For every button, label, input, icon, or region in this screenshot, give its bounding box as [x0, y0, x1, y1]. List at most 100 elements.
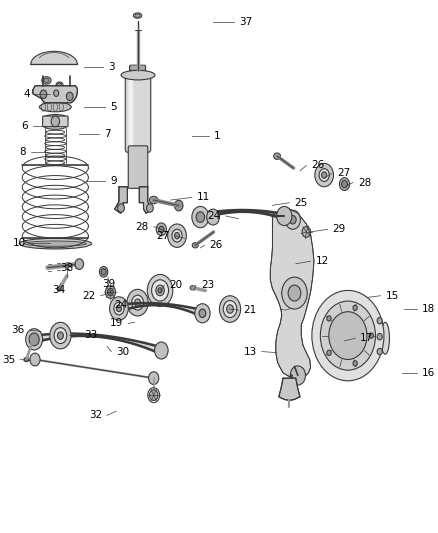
Ellipse shape [284, 388, 295, 398]
Circle shape [195, 304, 210, 323]
Circle shape [353, 361, 357, 366]
Text: 20: 20 [170, 280, 183, 290]
Ellipse shape [381, 322, 389, 354]
Circle shape [327, 350, 331, 356]
Circle shape [312, 290, 384, 381]
Circle shape [172, 229, 182, 242]
Text: 24: 24 [208, 211, 221, 221]
Circle shape [156, 223, 166, 236]
Ellipse shape [58, 83, 61, 86]
Text: 18: 18 [422, 304, 435, 314]
Circle shape [199, 309, 206, 318]
Circle shape [53, 90, 59, 96]
Circle shape [219, 296, 240, 322]
Text: 4: 4 [23, 88, 30, 99]
Ellipse shape [25, 241, 86, 246]
Polygon shape [279, 378, 300, 400]
Circle shape [321, 172, 327, 178]
Text: 27: 27 [156, 231, 170, 241]
Polygon shape [139, 187, 152, 213]
Text: 13: 13 [244, 346, 257, 357]
Circle shape [290, 366, 305, 385]
Ellipse shape [39, 102, 71, 112]
Ellipse shape [330, 320, 345, 352]
FancyBboxPatch shape [130, 65, 145, 70]
Text: 28: 28 [358, 177, 371, 188]
FancyBboxPatch shape [128, 146, 148, 188]
Ellipse shape [190, 286, 195, 290]
Ellipse shape [42, 77, 51, 84]
Circle shape [101, 269, 106, 275]
Text: 38: 38 [60, 263, 74, 272]
Ellipse shape [135, 14, 140, 17]
Circle shape [207, 209, 219, 225]
Text: 32: 32 [89, 410, 102, 421]
Text: 9: 9 [110, 176, 117, 187]
Text: 27: 27 [337, 168, 350, 179]
Polygon shape [33, 86, 78, 103]
Circle shape [223, 301, 237, 318]
Circle shape [285, 210, 300, 229]
Circle shape [155, 342, 168, 359]
Circle shape [66, 92, 73, 101]
Ellipse shape [192, 243, 198, 248]
Circle shape [319, 168, 329, 181]
Circle shape [327, 316, 331, 321]
Polygon shape [270, 209, 314, 379]
Text: 11: 11 [197, 192, 210, 203]
Circle shape [118, 204, 124, 212]
Text: 19: 19 [110, 318, 123, 328]
Circle shape [26, 329, 42, 350]
Circle shape [147, 274, 173, 306]
Ellipse shape [44, 122, 67, 130]
Circle shape [288, 285, 301, 301]
Circle shape [277, 206, 292, 225]
Circle shape [159, 226, 164, 232]
Text: 25: 25 [294, 198, 308, 208]
Text: 6: 6 [21, 120, 28, 131]
Circle shape [174, 200, 183, 211]
Circle shape [54, 328, 67, 344]
Text: 23: 23 [201, 280, 215, 290]
Circle shape [30, 353, 40, 366]
Text: 39: 39 [102, 279, 116, 288]
Circle shape [134, 299, 141, 306]
Text: 33: 33 [85, 329, 98, 340]
Circle shape [377, 318, 382, 324]
Text: 21: 21 [244, 305, 257, 315]
Circle shape [342, 180, 347, 188]
Circle shape [339, 177, 350, 190]
Ellipse shape [274, 153, 280, 159]
Text: 26: 26 [210, 240, 223, 250]
Circle shape [75, 259, 84, 269]
Text: 29: 29 [332, 224, 346, 235]
Text: 5: 5 [110, 102, 117, 112]
Circle shape [192, 206, 209, 228]
Circle shape [353, 305, 357, 310]
Circle shape [40, 90, 47, 99]
Circle shape [329, 312, 367, 360]
Ellipse shape [56, 82, 63, 87]
Polygon shape [115, 187, 127, 213]
Circle shape [282, 277, 307, 309]
Circle shape [132, 295, 144, 310]
Text: 34: 34 [52, 286, 65, 295]
Circle shape [156, 285, 164, 296]
Circle shape [152, 280, 169, 301]
Circle shape [290, 215, 296, 224]
Text: 36: 36 [11, 325, 25, 335]
Circle shape [57, 332, 64, 340]
Circle shape [29, 333, 39, 346]
Circle shape [315, 164, 333, 187]
Circle shape [377, 334, 382, 340]
Text: 7: 7 [104, 128, 110, 139]
Circle shape [50, 322, 71, 349]
Circle shape [369, 333, 373, 338]
Ellipse shape [121, 70, 155, 80]
Text: 1: 1 [214, 131, 221, 141]
Text: 28: 28 [135, 222, 148, 232]
Circle shape [148, 372, 159, 384]
Circle shape [51, 116, 60, 127]
Text: 37: 37 [239, 17, 253, 27]
Circle shape [127, 289, 148, 316]
